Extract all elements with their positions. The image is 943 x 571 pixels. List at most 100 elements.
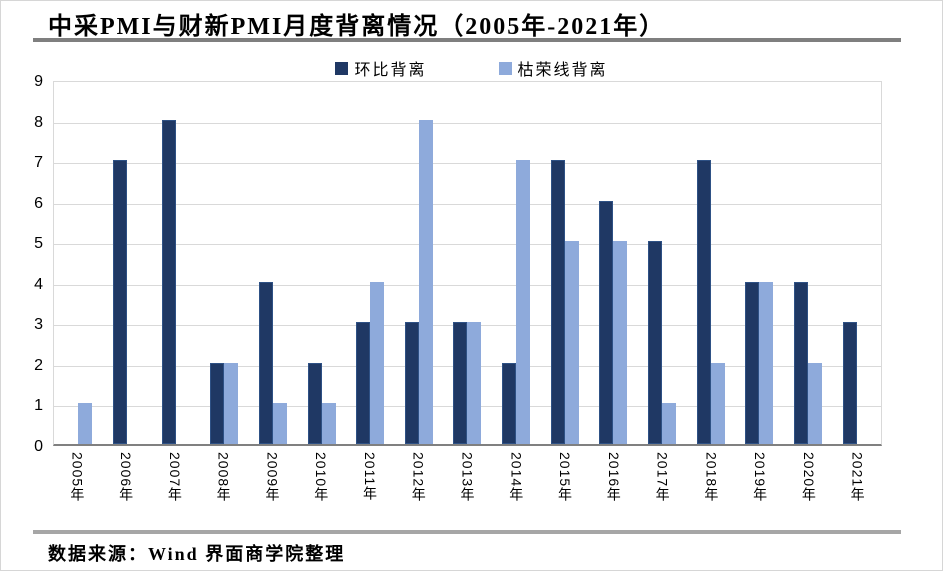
x-tick-label: 2011年	[361, 452, 378, 502]
x-tick: 2013年	[443, 452, 492, 524]
bar-group	[492, 82, 541, 444]
x-tick-label: 2021年	[849, 452, 866, 503]
y-tick-label: 2	[34, 356, 43, 374]
bar-group	[589, 82, 638, 444]
x-tick-label: 2019年	[752, 452, 769, 503]
x-tick: 2010年	[297, 452, 346, 524]
x-tick: 2009年	[248, 452, 297, 524]
bar	[662, 403, 676, 444]
bars-container	[54, 82, 881, 444]
chart-title: 中采PMI与财新PMI月度背离情况（2005年-2021年）	[48, 14, 666, 40]
x-tick: 2020年	[784, 452, 833, 524]
x-tick-label: 2020年	[800, 452, 817, 503]
x-tick: 2006年	[102, 452, 151, 524]
y-tick-label: 1	[34, 397, 43, 415]
gridline	[54, 284, 881, 286]
bar-group	[784, 82, 833, 444]
bar	[564, 241, 579, 444]
bar	[112, 160, 127, 444]
bar-group	[151, 82, 200, 444]
x-tick-label: 2016年	[605, 452, 622, 503]
x-axis-labels: 2005年 2006年 2007年 2008年 2009年 2010年 2011年 2012年…	[53, 452, 882, 524]
legend-item: 枯荣线背离	[498, 56, 608, 80]
bar	[161, 119, 176, 444]
legend-swatch	[335, 61, 349, 75]
legend-item: 环比背离	[335, 56, 426, 80]
bar	[453, 322, 468, 444]
x-tick: 2014年	[492, 452, 541, 524]
y-tick-label: 4	[34, 275, 43, 293]
bar-group	[346, 82, 395, 444]
bar	[224, 362, 239, 444]
x-tick-label: 2008年	[215, 452, 232, 503]
x-tick: 2007年	[151, 452, 200, 524]
bar-group	[54, 82, 103, 444]
x-tick: 2011年	[346, 452, 395, 524]
x-tick: 2021年	[833, 452, 882, 524]
legend: 环比背离 枯荣线背离	[0, 56, 943, 80]
bar	[321, 403, 336, 444]
x-tick-label: 2005年	[69, 452, 86, 503]
x-tick: 2017年	[638, 452, 687, 524]
x-tick: 2005年	[53, 452, 102, 524]
footer-divider	[33, 530, 901, 534]
x-tick-label: 2012年	[410, 452, 427, 503]
bar	[793, 281, 808, 444]
x-tick-label: 2010年	[313, 452, 330, 503]
bar	[599, 200, 614, 444]
source-note: 数据来源：Wind 界面商学院整理	[48, 544, 346, 564]
bar	[370, 281, 385, 444]
bar	[210, 362, 225, 444]
bar	[842, 322, 857, 444]
gridline	[54, 163, 881, 165]
bar-group	[443, 82, 492, 444]
bar-group	[297, 82, 346, 444]
gridline	[54, 244, 881, 246]
bar	[710, 362, 725, 444]
bar-group	[103, 82, 152, 444]
x-tick-label: 2017年	[654, 452, 671, 503]
x-tick-label: 2018年	[703, 452, 720, 503]
bar	[759, 281, 774, 444]
y-tick-label: 9	[34, 73, 43, 90]
bar	[404, 322, 419, 444]
x-tick: 2016年	[589, 452, 638, 524]
y-tick-label: 5	[34, 235, 43, 253]
y-tick-label: 8	[34, 113, 43, 131]
bar	[550, 160, 565, 444]
gridline	[54, 122, 881, 124]
bar	[272, 403, 287, 444]
bar	[467, 322, 482, 444]
x-tick: 2019年	[736, 452, 785, 524]
x-tick-label: 2015年	[557, 452, 574, 503]
title-divider	[33, 38, 901, 42]
bar	[307, 362, 322, 444]
x-tick-label: 2009年	[264, 452, 281, 503]
legend-swatch	[498, 61, 512, 75]
x-tick: 2015年	[541, 452, 590, 524]
x-tick: 2018年	[687, 452, 736, 524]
x-tick-label: 2007年	[166, 452, 183, 503]
bar	[418, 119, 433, 444]
y-tick-label: 3	[34, 316, 43, 334]
gridline	[54, 203, 881, 205]
bar-group	[249, 82, 298, 444]
bar-group	[638, 82, 687, 444]
legend-label: 枯荣线背离	[517, 62, 608, 79]
x-tick: 2012年	[394, 452, 443, 524]
bar	[258, 281, 273, 444]
bar	[356, 322, 371, 444]
bar	[502, 362, 517, 444]
y-tick-label: 0	[34, 438, 43, 455]
bar-group	[540, 82, 589, 444]
y-tick-label: 7	[34, 154, 43, 172]
bar	[78, 403, 93, 444]
legend-label: 环比背离	[354, 62, 427, 79]
bar	[696, 160, 711, 444]
y-tick-label: 6	[34, 194, 43, 212]
bar-group	[832, 82, 881, 444]
bar-group	[735, 82, 784, 444]
bar	[745, 281, 760, 444]
x-tick-label: 2013年	[459, 452, 476, 503]
bar	[648, 241, 662, 444]
